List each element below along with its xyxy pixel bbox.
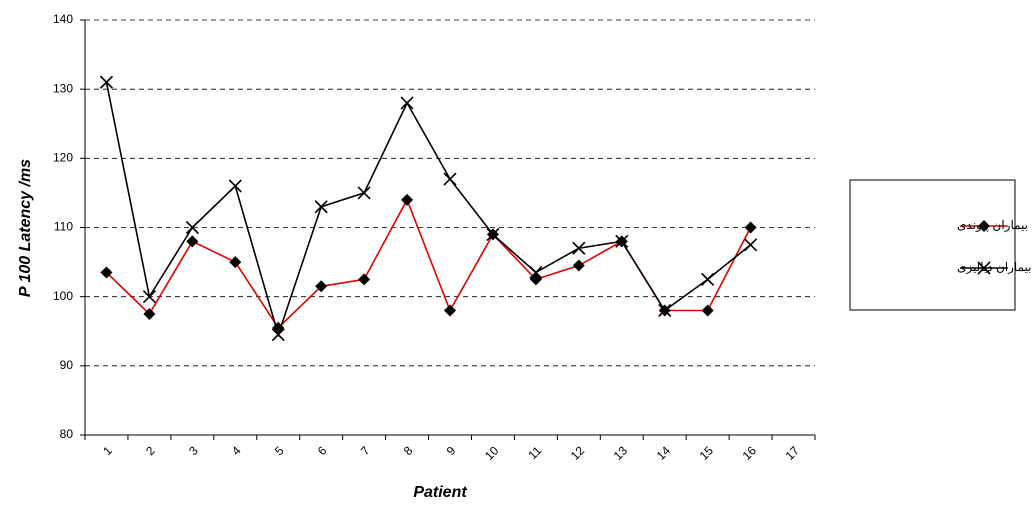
x-tick-label: 14 (654, 443, 674, 463)
x-tick-label: 6 (315, 443, 330, 458)
legend-label: بیماران پیوندی (957, 218, 1028, 232)
x-tick-label: 1 (100, 443, 115, 458)
point-marker (443, 172, 457, 186)
y-tick-label: 120 (53, 151, 73, 165)
x-tick-label: 17 (783, 443, 803, 463)
point-marker (143, 307, 156, 320)
point-marker (142, 290, 156, 304)
x-tick-label: 12 (568, 443, 588, 463)
point-marker (401, 193, 414, 206)
point-marker (744, 238, 758, 252)
point-marker (529, 265, 543, 280)
point-marker (744, 221, 757, 234)
point-marker (358, 273, 371, 286)
x-tick-label: 3 (186, 443, 201, 458)
point-marker (486, 227, 500, 241)
y-tick-label: 140 (53, 12, 73, 26)
point-marker (185, 220, 199, 235)
legend-box (849, 179, 1016, 311)
x-tick-label: 13 (611, 443, 631, 463)
point-marker (701, 304, 714, 317)
point-marker (100, 266, 113, 279)
y-tick-label: 90 (60, 358, 74, 372)
legend-label: بیماران دیالیزی (957, 260, 1031, 274)
x-tick-label: 16 (740, 443, 760, 463)
point-marker (357, 186, 371, 200)
y-tick-label: 80 (60, 427, 74, 441)
series-line (105, 197, 752, 330)
x-tick-label: 10 (482, 443, 502, 463)
point-marker (444, 304, 456, 317)
y-tick-label: 130 (53, 81, 73, 95)
x-tick-label: 11 (526, 443, 545, 462)
y-tick-label: 100 (53, 289, 73, 303)
x-axis-title: Patient (413, 484, 467, 501)
x-tick-label: 4 (229, 443, 244, 458)
y-axis-title: P 100 Latency /ms (17, 159, 34, 297)
point-marker (615, 234, 629, 248)
x-tick-label: 2 (143, 443, 158, 458)
point-marker (314, 200, 328, 214)
legend-marker (977, 261, 991, 275)
point-marker (315, 280, 328, 293)
series-line (105, 82, 752, 338)
y-tick-label: 110 (54, 220, 73, 234)
x-tick-label: 9 (444, 443, 459, 458)
point-marker (229, 256, 242, 269)
point-marker (271, 328, 285, 342)
point-marker (572, 259, 585, 272)
point-marker (572, 241, 586, 255)
point-marker (99, 75, 114, 89)
legend-marker (978, 220, 990, 232)
point-marker (228, 179, 242, 193)
x-tick-label: 5 (272, 443, 287, 458)
x-tick-label: 15 (697, 443, 717, 463)
point-marker (701, 272, 715, 286)
point-marker (658, 303, 672, 318)
point-marker (186, 235, 199, 248)
x-tick-label: 8 (401, 443, 416, 458)
x-tick-label: 7 (358, 443, 373, 458)
point-marker (400, 96, 414, 110)
